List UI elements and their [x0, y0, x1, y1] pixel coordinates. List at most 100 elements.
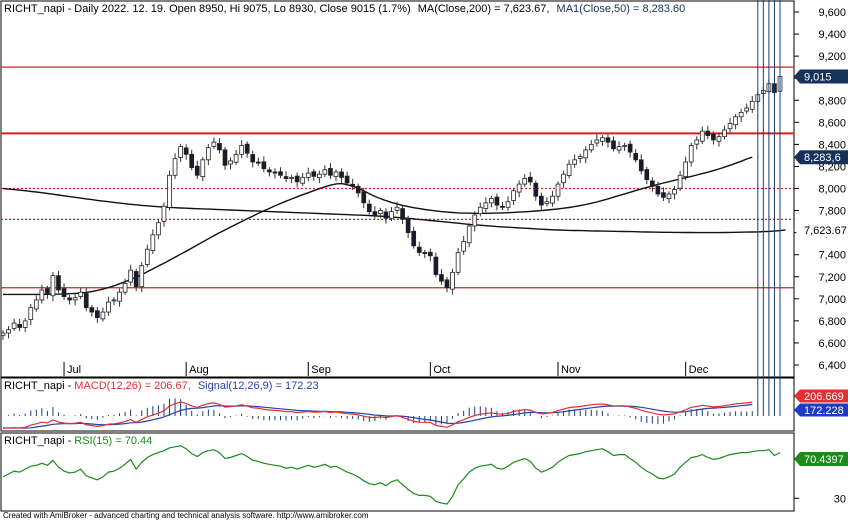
ma200-tag-bg	[794, 223, 848, 238]
candle	[255, 157, 261, 166]
candle-body	[355, 185, 361, 194]
macd-lines	[3, 401, 753, 429]
candle-body	[722, 129, 727, 138]
candle	[511, 187, 516, 205]
candle-body	[555, 183, 561, 197]
candle	[283, 171, 289, 183]
candle	[566, 159, 572, 179]
candle	[455, 247, 461, 276]
candle-body	[666, 193, 672, 200]
candle-body	[627, 143, 633, 153]
candle	[472, 211, 478, 232]
date-x-tick-label: Aug	[189, 364, 209, 376]
macd-histogram	[8, 0, 781, 425]
ma200-tag-label: 7,623.67	[804, 225, 847, 237]
candle	[89, 304, 95, 317]
candle-body	[505, 201, 511, 208]
macd-tags: 206.669 172.228	[794, 389, 848, 417]
candle-body	[439, 274, 444, 282]
rsi-polyline	[2, 445, 781, 505]
candle-body	[622, 145, 627, 147]
candle	[572, 154, 577, 168]
candle-body	[389, 211, 394, 219]
candle	[611, 136, 616, 152]
candle-body	[477, 206, 483, 215]
candle	[144, 244, 150, 268]
candle-body	[194, 165, 200, 176]
horizontal-levels	[1, 66, 794, 289]
rsi-y-tick-label: 30	[834, 493, 846, 505]
candle	[333, 169, 339, 182]
candle-body	[378, 210, 383, 215]
date-x-tick-label: Nov	[561, 364, 581, 376]
candle	[533, 180, 539, 201]
candle	[278, 167, 283, 179]
candle-body	[278, 171, 283, 176]
candle-body	[544, 201, 550, 205]
candle	[744, 103, 750, 114]
candle	[727, 118, 733, 133]
candle	[650, 177, 655, 192]
candle-body	[305, 172, 311, 178]
candle-body	[550, 195, 555, 204]
candle	[688, 142, 694, 167]
price-y-tick-label: 8,400	[818, 139, 846, 151]
candle-body	[583, 149, 589, 159]
candle	[699, 126, 705, 145]
candle-body	[561, 173, 566, 184]
candle-body	[339, 171, 344, 178]
candle-body	[533, 182, 539, 197]
candle-body	[444, 279, 450, 289]
candle	[339, 168, 344, 183]
candle	[83, 288, 89, 312]
candle-body	[333, 171, 339, 177]
candle-body	[0, 332, 6, 336]
candle	[561, 170, 566, 189]
candle-body	[433, 256, 439, 275]
candle-body	[144, 248, 150, 265]
candle-body	[11, 322, 17, 329]
candle	[661, 187, 666, 201]
candle-body	[372, 211, 378, 216]
candle	[33, 295, 39, 312]
candle-body	[394, 206, 400, 211]
rsi-tag-bg	[794, 452, 848, 467]
candle-body	[605, 137, 611, 143]
candle	[189, 149, 195, 171]
candle	[489, 195, 494, 208]
candle-body	[699, 130, 705, 142]
candle	[716, 133, 722, 147]
candle	[694, 136, 700, 150]
date-x-axis: Jul Aug Sep Oct Nov Dec	[63, 362, 709, 376]
candle-body	[89, 307, 95, 313]
candle-body	[483, 202, 489, 209]
candle-body	[500, 205, 505, 208]
candle	[733, 114, 738, 130]
candle-body	[200, 159, 206, 177]
candle-body	[328, 168, 333, 176]
candle	[711, 131, 716, 145]
candle-body	[239, 145, 244, 155]
macd-panel: RICHT_napi - MACD(12,26) = 206.67, Signa…	[0, 0, 848, 432]
candle	[61, 283, 67, 301]
candle-body	[217, 143, 222, 151]
candle	[39, 284, 45, 304]
candle-body	[727, 123, 733, 130]
candle-body	[344, 175, 350, 184]
candle	[616, 141, 622, 154]
candle-body	[683, 161, 688, 177]
candle-body	[283, 176, 289, 179]
candle	[45, 285, 50, 299]
candle	[600, 134, 605, 146]
candle-body	[400, 208, 405, 220]
candle-body	[311, 171, 317, 177]
candle-body	[122, 282, 128, 293]
candle	[583, 146, 589, 164]
candle-body	[350, 183, 355, 187]
candle	[483, 197, 489, 213]
candle	[239, 140, 244, 158]
candle	[450, 268, 455, 295]
candle-body	[56, 275, 61, 291]
candle	[305, 167, 311, 182]
